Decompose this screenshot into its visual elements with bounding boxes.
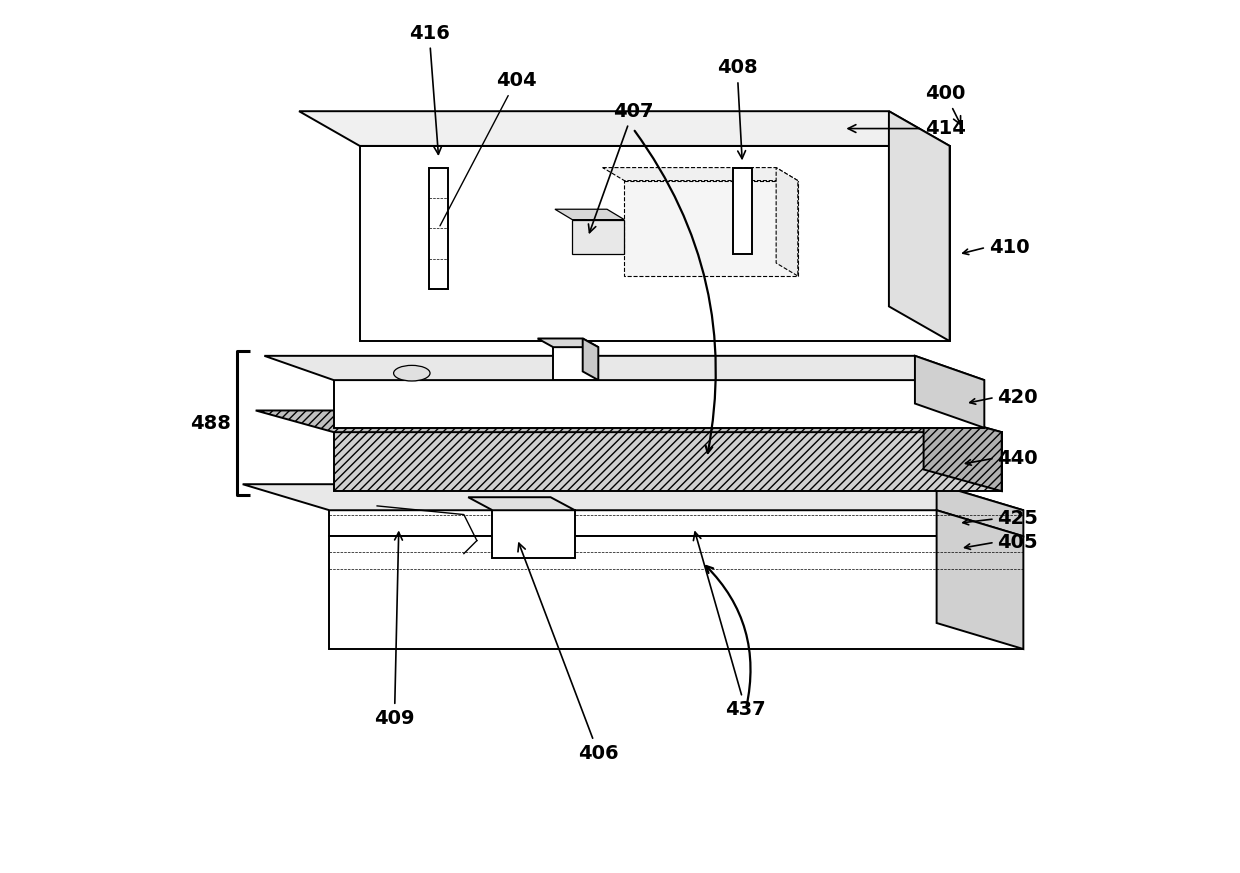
Polygon shape xyxy=(583,339,599,380)
Polygon shape xyxy=(924,410,1002,491)
Text: 437: 437 xyxy=(693,532,766,719)
Text: 409: 409 xyxy=(374,533,414,728)
Polygon shape xyxy=(334,432,1002,491)
Text: 440: 440 xyxy=(997,449,1038,468)
Text: 420: 420 xyxy=(997,388,1038,407)
Polygon shape xyxy=(469,498,575,510)
Text: 416: 416 xyxy=(409,24,450,155)
Polygon shape xyxy=(573,220,624,254)
Text: 400: 400 xyxy=(925,85,966,125)
Text: 488: 488 xyxy=(190,414,231,433)
Polygon shape xyxy=(264,356,985,380)
Polygon shape xyxy=(360,146,950,341)
FancyBboxPatch shape xyxy=(429,168,448,289)
Polygon shape xyxy=(603,168,797,181)
Polygon shape xyxy=(776,168,797,276)
Text: 404: 404 xyxy=(440,72,536,226)
Text: 407: 407 xyxy=(589,102,653,232)
Polygon shape xyxy=(889,111,950,341)
Polygon shape xyxy=(936,485,1023,536)
Polygon shape xyxy=(334,380,985,428)
Ellipse shape xyxy=(393,366,430,381)
Polygon shape xyxy=(243,485,1023,510)
Polygon shape xyxy=(538,339,599,347)
Polygon shape xyxy=(624,181,797,276)
Text: 414: 414 xyxy=(848,119,966,138)
Polygon shape xyxy=(553,347,599,380)
Text: 425: 425 xyxy=(997,510,1038,528)
Polygon shape xyxy=(255,410,1002,432)
FancyArrowPatch shape xyxy=(635,131,715,453)
Polygon shape xyxy=(915,356,985,428)
Polygon shape xyxy=(299,111,950,146)
FancyArrowPatch shape xyxy=(706,566,750,707)
Text: 406: 406 xyxy=(518,543,619,763)
Polygon shape xyxy=(492,510,575,558)
FancyBboxPatch shape xyxy=(733,168,751,254)
Text: 405: 405 xyxy=(997,533,1038,552)
Polygon shape xyxy=(936,510,1023,649)
Text: 408: 408 xyxy=(717,58,758,159)
Polygon shape xyxy=(556,210,624,220)
Polygon shape xyxy=(330,510,1023,536)
Text: 410: 410 xyxy=(988,238,1029,257)
Polygon shape xyxy=(330,536,1023,649)
